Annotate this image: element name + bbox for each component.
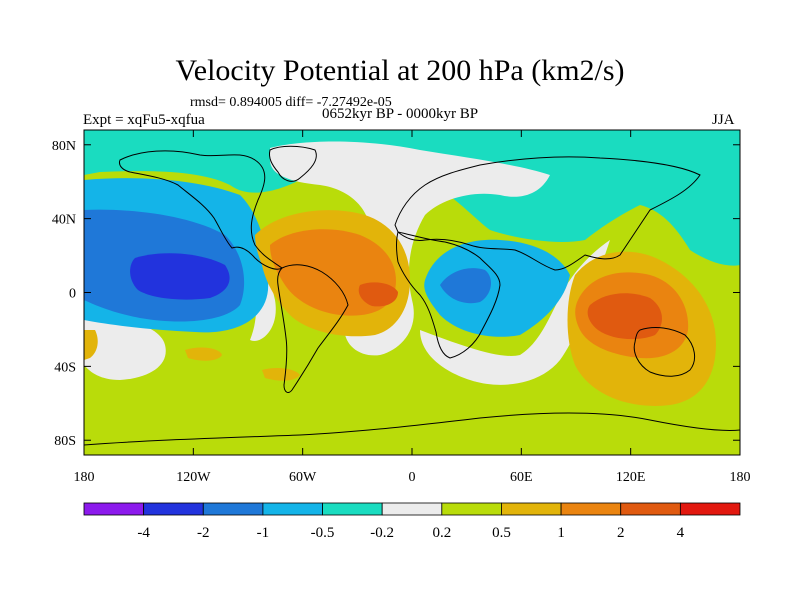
x-axis: 180 120W 60W 0 60E 120E 180 [74,130,751,485]
y-tick-label: 80S [54,434,76,449]
x-tick-label: 120E [616,470,646,485]
y-tick-label: 0 [69,287,76,302]
colorbar-label: 0.2 [432,525,451,541]
field-pacific-gray [84,317,166,380]
field-africa-negative-core [440,268,492,304]
field-atlantic-pos-3 [358,282,398,307]
colorbar-swatch [679,502,741,516]
colorbar-swatch [143,502,204,516]
field-layer [84,130,740,455]
field-south-america-pos [262,367,300,381]
coast-antarctica [84,412,740,446]
map-title: Velocity Potential at 200 hPa (km2/s) [175,54,625,87]
colorbar-label: -1 [257,525,270,541]
colorbar-swatch [83,502,145,516]
x-tick-label: 180 [74,470,95,485]
x-tick-label: 0 [409,470,416,485]
colorbar-label: -2 [197,525,210,541]
field-pacific-negative-core [130,253,230,300]
field-east-pacific-pos [84,330,98,360]
coast-north-america [119,150,283,270]
colorbar-swatch [381,502,443,516]
x-tick-label: 60E [510,470,533,485]
colorbar-swatch [262,502,323,516]
colorbar-label: 0.5 [492,525,511,541]
coast-australia [633,327,696,377]
colorbar: -4 -2 -1 -0.5 -0.2 0.2 0.5 1 2 4 [83,502,741,541]
field-indopacific-pos-3 [587,293,662,340]
colorbar-swatch [560,502,622,516]
field-arctic-band [84,130,740,266]
y-tick-label: 40S [54,360,76,375]
coast-eurasia [394,156,701,271]
season-label: JJA [712,112,735,128]
colorbar-swatch [620,502,681,516]
colorbar-label: 1 [557,525,565,541]
colorbar-label: -4 [137,525,150,541]
coast-greenland [269,145,317,182]
stats-text: rmsd= 0.894005 diff= -7.27492e-05 [190,95,392,110]
x-tick-label: 180 [730,470,751,485]
coastlines [84,145,740,446]
x-tick-label: 120W [176,470,211,485]
y-axis: 80N 40N 0 40S 80S [52,139,740,449]
field-arctic-gray [270,141,550,356]
colorbar-label: 2 [617,525,625,541]
field-south-atlantic-pos [185,347,222,361]
colorbar-label: 4 [677,525,685,541]
x-tick-label: 60W [289,470,317,485]
coast-south-america [277,264,349,393]
colorbar-label: -0.2 [370,525,394,541]
experiment-label: Expt = xqFu5-xqfua [83,112,205,128]
field-africa-negative-outer [424,239,570,337]
y-tick-label: 80N [52,139,76,154]
colorbar-swatch [202,502,264,516]
colorbar-label: -0.5 [311,525,335,541]
colorbar-swatch [322,502,383,516]
period-label: 0652kyr BP - 0000kyr BP [322,106,479,122]
colorbar-swatch [501,502,562,516]
colorbar-swatch [441,502,502,516]
coast-africa [396,231,501,359]
y-tick-label: 40N [52,213,76,228]
